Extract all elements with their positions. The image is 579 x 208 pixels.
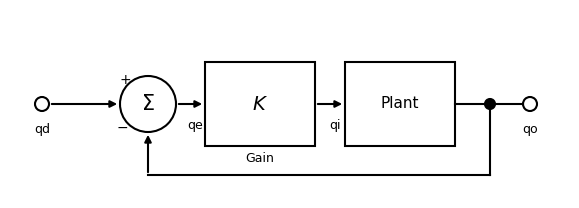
Text: qo: qo	[522, 124, 538, 136]
Text: $\Sigma$: $\Sigma$	[141, 94, 155, 114]
Text: −: −	[116, 121, 128, 135]
Text: Gain: Gain	[245, 151, 274, 165]
Text: Plant: Plant	[381, 97, 419, 111]
Text: +: +	[119, 73, 131, 87]
Bar	[205, 62, 315, 146]
Text: qd: qd	[34, 124, 50, 136]
Text: qe: qe	[187, 119, 203, 131]
Circle shape	[485, 99, 495, 109]
Bar	[345, 62, 455, 146]
Text: $K$: $K$	[252, 94, 268, 114]
Text: qi: qi	[329, 119, 341, 131]
